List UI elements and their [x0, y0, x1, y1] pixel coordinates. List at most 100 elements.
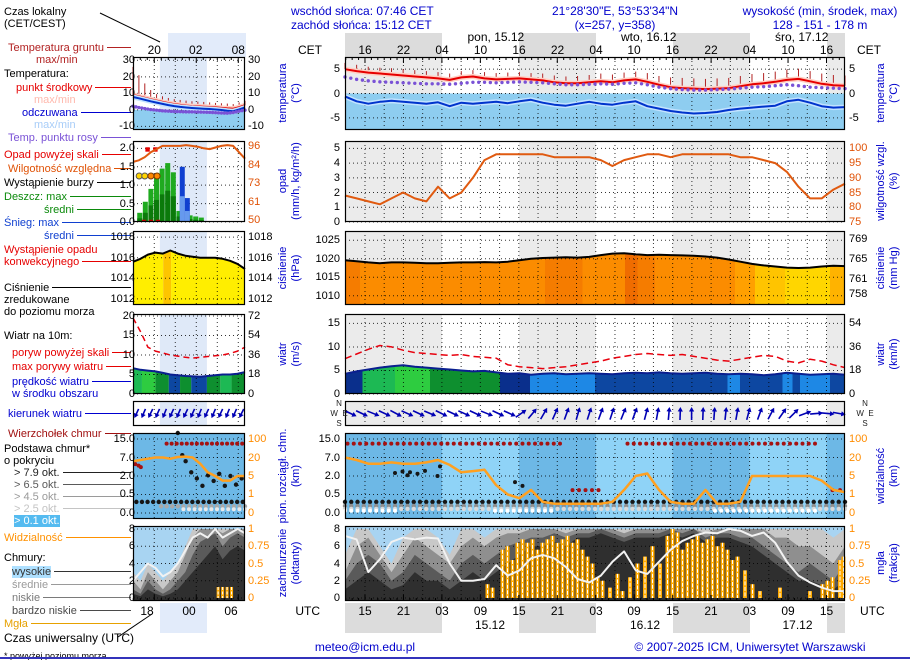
utc-tick-label: 21 — [704, 604, 718, 618]
tick-label-left: 8 — [333, 523, 340, 535]
utc-tick-label: 09 — [627, 604, 641, 618]
cet-tick-label: 16 — [512, 43, 526, 57]
legend-connector — [102, 154, 131, 155]
contact-email-link[interactable]: meteo@icm.edu.pl — [314, 640, 416, 654]
legend-item: max porywy wiatru — [12, 361, 104, 373]
tick-label-right: 20 — [248, 451, 261, 464]
zachmurzenie-chart — [344, 525, 846, 602]
cet-tick-label: 16 — [819, 43, 834, 57]
utc-axis-label-right: UTC — [860, 604, 885, 618]
pion.-chart — [342, 432, 848, 520]
tick-label-left: 4 — [128, 557, 135, 570]
tick-label-left: 1015 — [315, 271, 340, 284]
legend-connector — [95, 87, 131, 88]
day-label: wto, 16.12 — [621, 30, 677, 44]
cet-axis-label-left: CET — [298, 43, 322, 57]
utc-axis-label-left: UTC — [295, 604, 320, 618]
night-band — [345, 603, 442, 633]
legend-connector — [105, 433, 131, 434]
legend-item: punkt środkowy — [16, 82, 93, 94]
cet-tick-label: 10 — [781, 43, 795, 57]
tick-label-left: 0.5 — [119, 197, 135, 210]
tick-label-right: 0.5 — [248, 557, 264, 570]
mini-wiatr-chart — [132, 313, 246, 395]
utc-tick-label: 21 — [396, 604, 411, 618]
tick-label-right: -5 — [849, 111, 859, 124]
tick-label-left: 4 — [333, 157, 340, 170]
legend-item: > 6.5 okt. — [14, 479, 60, 491]
utc-tick-label: 03 — [435, 604, 449, 618]
tick-label-right: 50 — [248, 213, 261, 226]
wiatr-chart — [344, 313, 846, 395]
tick-label-left: 5 — [333, 142, 340, 155]
tick-label-right: 0 — [849, 506, 856, 519]
day-label: śro, 17.12 — [775, 30, 829, 44]
tick-label-right: 54 — [248, 329, 261, 342]
legend-item: Widzialność — [4, 532, 63, 544]
legend-item: max/min — [36, 54, 78, 66]
tick-label-right: -10 — [248, 120, 264, 133]
mini-cet-tick-label: 08 — [231, 43, 245, 57]
tick-label-left: 8 — [128, 523, 135, 535]
tick-label-left: 2 — [333, 186, 340, 199]
tick-label-left: -10 — [119, 120, 135, 133]
tick-label-right: 1012 — [248, 292, 273, 305]
legend-connector — [70, 196, 131, 197]
legend-item: bardzo niskie — [12, 605, 77, 617]
tick-label-right: 96 — [248, 139, 261, 152]
tick-label-right: 85 — [849, 186, 862, 199]
cet-tick-label: 04 — [742, 43, 757, 57]
legend-item: Temperatura gruntu — [8, 42, 104, 54]
legend-connector — [63, 484, 131, 485]
legend-item: wysokie — [12, 566, 52, 578]
cet-tick-label: 04 — [589, 43, 603, 57]
mini-kierunek-chart — [132, 400, 246, 427]
tick-label-left: 6 — [128, 540, 135, 553]
tick-label-left: 4 — [333, 557, 340, 570]
tick-label-left: 1012 — [110, 292, 135, 305]
mini-highlight-band — [168, 33, 246, 57]
tick-label-left: 10 — [122, 87, 135, 100]
legend-item: Deszcz: max — [4, 191, 67, 203]
tick-label-left: 2 — [128, 574, 135, 587]
night-band — [345, 33, 442, 57]
tick-label-left: 1020 — [315, 252, 340, 265]
sunset-text: zachód słońca: 15:12 CET — [291, 18, 432, 32]
tick-label-right: 758 — [849, 287, 868, 300]
legend-item: Czas lokalny — [4, 6, 67, 18]
tick-label-left: 20 — [122, 309, 135, 322]
tick-label-left: 1025 — [315, 234, 340, 247]
tick-label-right: 0 — [248, 592, 255, 604]
tick-label-right: 1 — [248, 488, 255, 501]
cet-tick-label: 22 — [396, 43, 411, 57]
tick-label-left: 0 — [333, 87, 340, 100]
tick-label-left: 1018 — [110, 231, 135, 244]
tick-label-left: 7.0 — [119, 451, 135, 464]
tick-label-right: 0 — [849, 388, 856, 400]
legend-item: Czas uniwersalny (UTC) — [4, 631, 135, 645]
tick-label-right: 18 — [849, 364, 862, 377]
coordinates-text: 21°28'30"E, 53°53'34"N — [551, 4, 679, 18]
tick-label-left: 0 — [333, 592, 340, 604]
ciśnienie-chart — [344, 230, 846, 306]
tick-label-left: 15.0 — [318, 433, 340, 446]
legend-connector — [85, 413, 131, 414]
tick-label-left: 0.5 — [119, 488, 135, 501]
legend-item: w środku obszaru — [12, 388, 99, 400]
tick-label-left: 1010 — [315, 289, 340, 302]
tick-label-right: 100 — [849, 433, 868, 446]
tick-label-left: 0.5 — [324, 488, 340, 501]
tick-label-right: 0.75 — [248, 540, 270, 553]
legend-item: Wilgotność względna — [8, 163, 112, 175]
legend-item: * powyżej poziomu morza — [4, 651, 107, 660]
legend-connector — [82, 261, 131, 262]
tick-label-right: 0 — [849, 87, 856, 100]
tick-label-right: 30 — [248, 54, 261, 67]
legend-connector — [114, 168, 131, 169]
legend-item: niskie — [12, 592, 41, 604]
legend-connector — [66, 537, 131, 538]
legend-item: średnie — [12, 579, 49, 591]
legend-item: (CET/CEST) — [4, 18, 66, 30]
mini-cet-tick-label: 20 — [147, 43, 161, 57]
